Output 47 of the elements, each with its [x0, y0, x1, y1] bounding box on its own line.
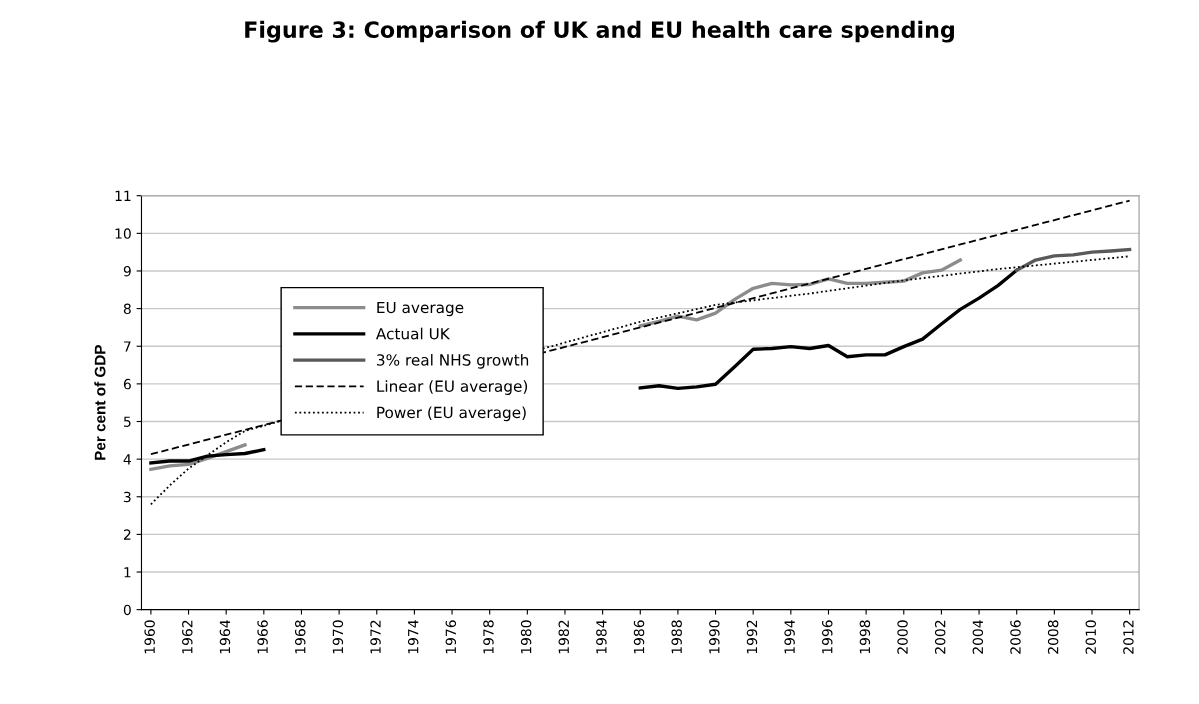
x-tick-label: 2004	[972, 620, 984, 654]
y-tick-label: 3	[123, 491, 131, 503]
x-tick-label: 1968	[294, 620, 306, 654]
x-tick-label: 1996	[822, 620, 833, 654]
chart-title: Figure 3: Comparison of UK and EU health care spending	[245, 20, 954, 43]
legend-label: Power (EU average)	[377, 406, 526, 422]
x-tick-label: 1978	[483, 620, 494, 654]
x-tick-label: 1984	[596, 620, 607, 654]
x-tick-label: 1988	[671, 620, 682, 654]
legend-label: EU average	[377, 301, 464, 317]
y-tick-label: 0	[123, 604, 131, 616]
y-tick-label: 2	[123, 529, 131, 540]
y-tick-label: 1	[124, 567, 131, 578]
x-tick-label: 1990	[709, 620, 720, 654]
x-tick-label: 2010	[1085, 620, 1097, 654]
x-tick-label: 1982	[558, 620, 570, 654]
line-series	[1015, 247, 1132, 272]
y-tick-label: 9	[123, 265, 131, 277]
x-tick-label: 1970	[332, 620, 344, 654]
x-tick-label: 1976	[445, 620, 457, 654]
y-axis-title: Per cent of GDP	[94, 345, 106, 460]
x-tick-label: 1964	[219, 620, 231, 654]
legend-label: 3% real NHS growth	[377, 353, 529, 369]
x-tick-label: 2002	[934, 620, 946, 654]
x-tick-label: 1998	[859, 620, 871, 654]
x-tick-label: 1966	[257, 620, 268, 654]
x-tick-label: 1974	[407, 620, 419, 654]
y-tick-label: 10	[115, 228, 131, 239]
y-tick-label: 4	[123, 454, 131, 465]
x-tick-label: 1994	[784, 620, 795, 654]
x-tick-label: 1960	[144, 620, 155, 654]
y-tick-label: 11	[115, 190, 131, 201]
x-tick-label: 1986	[633, 620, 645, 654]
x-tick-label: 1972	[370, 620, 381, 654]
y-tick-label: 8	[123, 303, 131, 315]
y-tick-label: 5	[124, 416, 131, 427]
y-tick-label: 7	[124, 341, 131, 352]
x-tick-label: 2012	[1123, 620, 1134, 654]
legend-label: Linear (EU average)	[377, 380, 528, 395]
x-tick-label: 1962	[182, 620, 193, 654]
legend-label: Actual UK	[375, 327, 451, 340]
x-tick-label: 2008	[1047, 620, 1059, 654]
x-tick-label: 2000	[897, 620, 908, 654]
x-tick-label: 2006	[1010, 620, 1021, 654]
y-tick-label: 6	[123, 378, 131, 390]
x-tick-label: 1992	[746, 620, 758, 654]
x-tick-label: 1980	[520, 620, 532, 654]
